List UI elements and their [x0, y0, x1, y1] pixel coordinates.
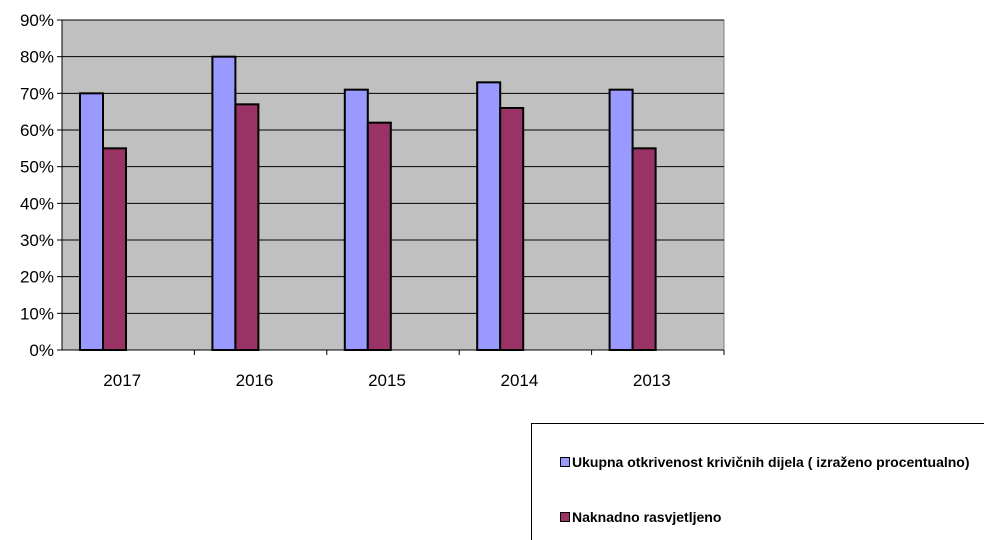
legend-swatch-subsequently-solved — [560, 512, 570, 522]
y-tick-label: 90% — [20, 11, 54, 30]
bar-chart: 0%10%20%30%40%50%60%70%80%90% 2017 2016 20… — [20, 11, 725, 390]
y-tick-label: 70% — [20, 84, 54, 103]
legend-swatch-total-detection — [560, 457, 570, 467]
bar-total-detection — [476, 81, 502, 351]
y-tick-label: 60% — [20, 121, 54, 140]
y-axis-ticks: 0% 10% 20% 30% 40% 50% 60% 70% 80% 90% — [20, 11, 62, 360]
bar-total-detection — [211, 55, 237, 352]
y-tick-label: 20% — [20, 268, 54, 287]
bar-subsequently-solved — [366, 121, 392, 351]
bar-subsequently-solved — [102, 147, 127, 351]
x-tick-label: 2015 — [368, 371, 406, 390]
x-tick-label: 2013 — [633, 371, 671, 390]
x-axis-ticks: 2017 2016 2015 2014 2013 — [103, 350, 725, 390]
y-tick-label: 0% — [29, 341, 54, 360]
y-tick-label: 40% — [20, 194, 54, 213]
legend-label-total-detection: Ukupna otkrivenost krivičnih dijela ( iz… — [572, 454, 970, 470]
legend-label-subsequently-solved: Naknadno rasvjetljeno — [572, 509, 722, 525]
legend-item-total-detection: Ukupna otkrivenost krivičnih dijela ( iz… — [560, 454, 970, 470]
y-tick-label: 30% — [20, 231, 54, 250]
legend: Ukupna otkrivenost krivičnih dijela ( iz… — [531, 423, 984, 540]
bar-total-detection — [343, 88, 369, 352]
bar-subsequently-solved — [234, 103, 260, 352]
bar-subsequently-solved — [631, 147, 657, 351]
bar-subsequently-solved — [499, 107, 525, 351]
x-tick-label: 2016 — [236, 371, 274, 390]
bars — [79, 55, 657, 352]
y-tick-label: 50% — [20, 158, 54, 177]
x-tick-label: 2017 — [103, 371, 141, 390]
bar-total-detection — [79, 92, 104, 351]
x-tick-label: 2014 — [500, 371, 538, 390]
bar-total-detection — [608, 88, 634, 352]
legend-item-subsequently-solved: Naknadno rasvjetljeno — [560, 509, 721, 525]
y-tick-label: 10% — [20, 304, 54, 323]
y-tick-label: 80% — [20, 48, 54, 67]
